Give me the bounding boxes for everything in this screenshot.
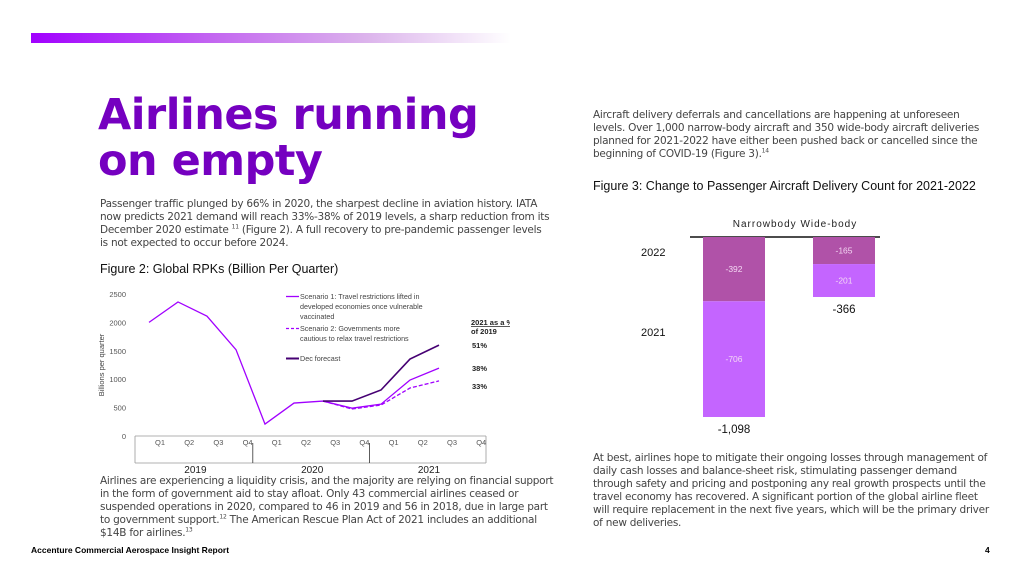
year-group-label: 2021 bbox=[418, 465, 441, 475]
x-tick-label: Q4 bbox=[243, 438, 253, 447]
x-tick-label: Q1 bbox=[155, 438, 165, 447]
x-tick-label: Q2 bbox=[301, 438, 311, 447]
year-group-label: 2019 bbox=[184, 465, 207, 475]
series-label-2022: 2022 bbox=[641, 247, 665, 259]
bar-segment-2021-wide-body bbox=[813, 264, 875, 297]
footnote-ref: 14 bbox=[761, 147, 769, 155]
intro-text-b: (Figure 2). A full recovery to pre-pande… bbox=[100, 224, 542, 249]
intro-text-a: Passenger traffic plunged by 66% in 2020… bbox=[100, 198, 550, 236]
x-tick-label: Q3 bbox=[330, 438, 340, 447]
category-header: Narrowbody Wide-body bbox=[733, 219, 858, 230]
left-body-paragraph: Airlines are experiencing a liquidity cr… bbox=[100, 475, 555, 540]
y-tick-label: 0 bbox=[122, 432, 126, 441]
x-tick-label: Q2 bbox=[418, 438, 428, 447]
accent-gradient-bar bbox=[31, 33, 511, 43]
bar-segment-2021-narrowbody bbox=[703, 301, 765, 417]
bar-segment-2022-narrowbody bbox=[703, 237, 765, 302]
footnote-ref: 11 bbox=[231, 223, 239, 231]
legend-label: Dec forecast bbox=[300, 354, 340, 363]
bar-data-label: -706 bbox=[725, 354, 742, 364]
bar-segment-2022-wide-body bbox=[813, 237, 875, 265]
footer-report-name: Accenture Commercial Aerospace Insight R… bbox=[31, 545, 230, 555]
y-tick-label: 2000 bbox=[109, 318, 126, 327]
legend-label: Scenario 2: Governments more bbox=[300, 324, 400, 333]
y-axis-label: Billions per quarter bbox=[97, 333, 106, 396]
right-intro-text: Aircraft delivery deferrals and cancella… bbox=[593, 109, 980, 160]
x-tick-label: Q4 bbox=[476, 438, 486, 447]
x-tick-label: Q1 bbox=[272, 438, 282, 447]
page-title-line1: Airlines running bbox=[98, 90, 479, 140]
bar-data-label: -165 bbox=[835, 246, 852, 256]
x-tick-label: Q3 bbox=[213, 438, 223, 447]
y-tick-label: 2500 bbox=[109, 290, 126, 299]
bar-data-label: -392 bbox=[725, 264, 742, 274]
figure3-title: Figure 3: Change to Passenger Aircraft D… bbox=[593, 179, 976, 193]
series-label-2021: 2021 bbox=[641, 327, 665, 339]
rpk-line-chart: Billions per quarter 0 500 1000 1500 2000 2500… bbox=[97, 290, 510, 475]
page-title: Airlines running on empty bbox=[98, 92, 538, 184]
series-line-2 bbox=[322, 380, 440, 410]
footnote-ref: 12 bbox=[219, 513, 227, 521]
bar-total-label: -366 bbox=[832, 304, 855, 316]
y-tick-label: 500 bbox=[113, 404, 126, 413]
series-end-label: 38% bbox=[472, 364, 487, 373]
legend-label: cautious to relax travel restrictions bbox=[300, 334, 409, 343]
figure2-title: Figure 2: Global RPKs (Billion Per Quart… bbox=[100, 262, 339, 276]
page-number: 4 bbox=[985, 545, 990, 555]
x-tick-label: Q4 bbox=[359, 438, 369, 447]
x-tick-label: Q2 bbox=[184, 438, 194, 447]
right-body-paragraph: At best, airlines hope to mitigate their… bbox=[593, 452, 989, 529]
series-line-1 bbox=[148, 301, 440, 426]
body-text-a: Airlines are experiencing a liquidity cr… bbox=[100, 475, 554, 526]
page-title-line2: on empty bbox=[98, 136, 323, 186]
x-tick-label: Q1 bbox=[389, 438, 399, 447]
series-line-3 bbox=[323, 344, 440, 402]
left-intro-paragraph: Passenger traffic plunged by 66% in 2020… bbox=[100, 198, 550, 250]
year-group-label: 2020 bbox=[301, 465, 324, 475]
x-tick-label: Q3 bbox=[447, 438, 457, 447]
y-tick-label: 1500 bbox=[109, 347, 126, 356]
series-end-label: 33% bbox=[472, 382, 487, 391]
series-end-label: 51% bbox=[472, 341, 487, 350]
body-text-b: The American Rescue Plan Act of 2021 inc… bbox=[100, 514, 537, 539]
bar-total-label: -1,098 bbox=[718, 424, 751, 436]
annotation-line2: of 2019 bbox=[471, 327, 497, 336]
bar-data-label: -201 bbox=[835, 276, 852, 286]
footnote-ref: 13 bbox=[185, 526, 193, 534]
legend-label: developed economies once vulnerable bbox=[300, 302, 423, 311]
delivery-bar-chart: Narrowbody Wide-body 2022 2021 -392 -706 -1,0… bbox=[641, 219, 880, 436]
annotation-line1: 2021 as a % bbox=[471, 318, 510, 327]
right-intro-paragraph: Aircraft delivery deferrals and cancella… bbox=[593, 109, 993, 161]
legend-label: vaccinated bbox=[300, 312, 334, 321]
y-tick-label: 1000 bbox=[109, 375, 126, 384]
legend-label: Scenario 1: Travel restrictions lifted i… bbox=[300, 292, 419, 301]
